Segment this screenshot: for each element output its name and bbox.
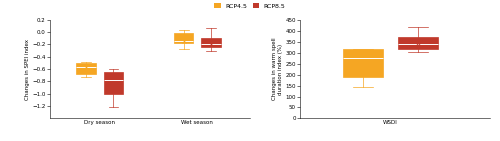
PathPatch shape <box>104 72 123 94</box>
Y-axis label: Changes in warm spell
duration index (%): Changes in warm spell duration index (%) <box>272 38 282 100</box>
PathPatch shape <box>398 37 438 49</box>
PathPatch shape <box>344 49 383 77</box>
PathPatch shape <box>76 63 96 74</box>
Y-axis label: Changes in SPEI index: Changes in SPEI index <box>24 39 29 100</box>
PathPatch shape <box>174 33 194 43</box>
PathPatch shape <box>201 38 220 47</box>
Legend: RCP4.5, RCP8.5: RCP4.5, RCP8.5 <box>214 3 286 9</box>
